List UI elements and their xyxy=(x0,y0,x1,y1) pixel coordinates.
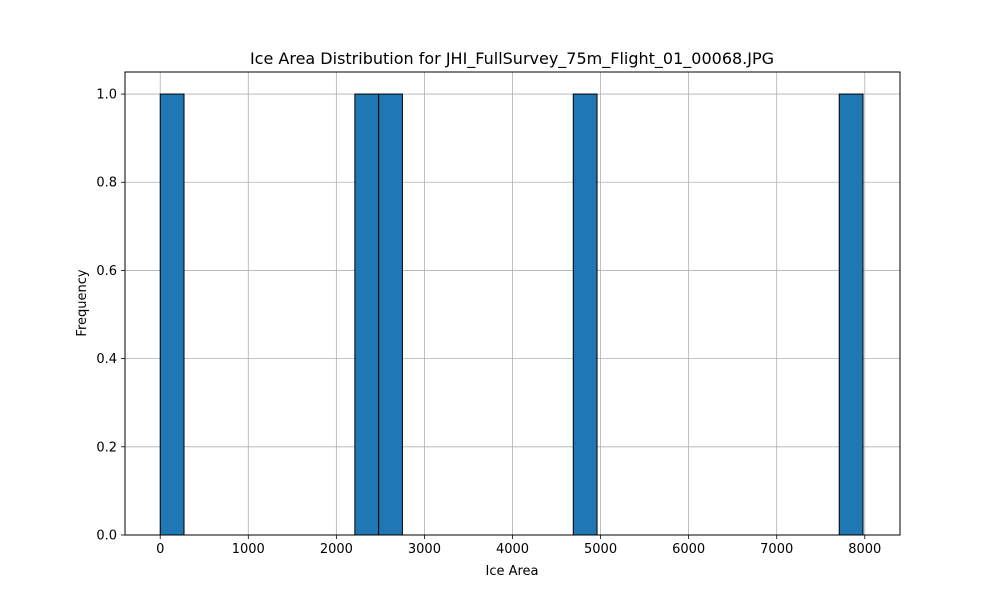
x-tick-label: 1000 xyxy=(232,542,265,557)
y-axis-ticks: 0.0 0.2 0.4 0.6 0.8 1.0 xyxy=(96,88,125,544)
y-tick-label: 0.0 xyxy=(96,529,117,544)
x-axis-ticks: 0 1000 2000 3000 4000 5000 6000 7000 8000 xyxy=(156,535,881,557)
x-tick-label: 2000 xyxy=(320,542,353,557)
x-tick-label: 6000 xyxy=(672,542,705,557)
x-tick-label: 0 xyxy=(156,542,164,557)
y-tick-label: 0.2 xyxy=(96,440,117,455)
histogram-bar xyxy=(378,93,403,536)
bars xyxy=(159,93,864,536)
x-tick-label: 4000 xyxy=(496,542,529,557)
x-tick-label: 3000 xyxy=(408,542,441,557)
y-tick-label: 1.0 xyxy=(96,88,117,103)
x-tick-label: 8000 xyxy=(848,542,881,557)
histogram-bar xyxy=(159,93,185,536)
y-axis-label: Frequency xyxy=(75,269,90,336)
grid-lines xyxy=(125,72,900,536)
histogram-bar xyxy=(354,93,380,536)
x-tick-label: 7000 xyxy=(760,542,793,557)
histogram-bar xyxy=(838,93,864,536)
chart-title: Ice Area Distribution for JHI_FullSurvey… xyxy=(250,49,774,69)
histogram-bar xyxy=(572,93,598,536)
y-tick-label: 0.8 xyxy=(96,176,117,191)
x-tick-label: 5000 xyxy=(584,542,617,557)
x-axis-label: Ice Area xyxy=(485,564,538,579)
y-tick-label: 0.6 xyxy=(96,264,117,279)
y-tick-label: 0.4 xyxy=(96,352,117,367)
